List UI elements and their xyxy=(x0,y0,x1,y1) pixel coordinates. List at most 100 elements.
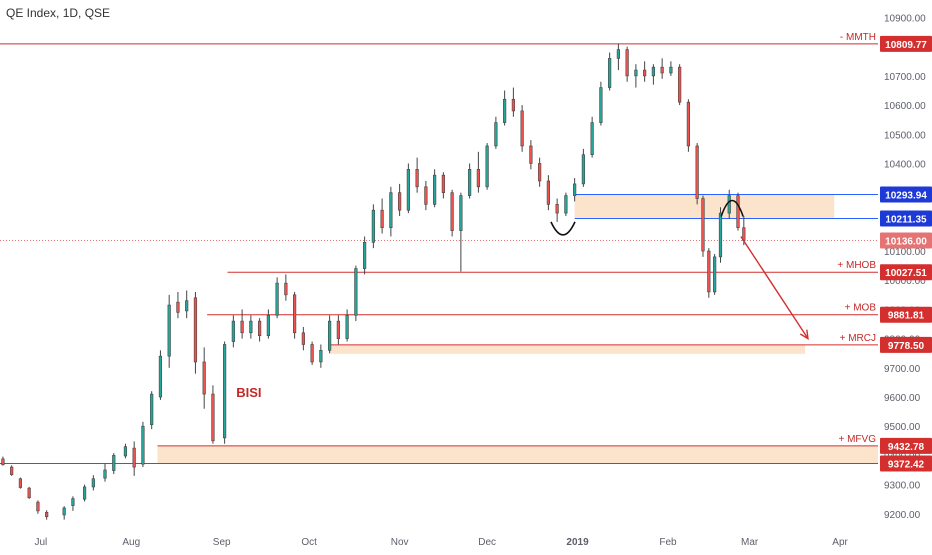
candle-74 xyxy=(669,61,673,76)
candle-body xyxy=(424,186,428,205)
candle-21 xyxy=(202,347,206,409)
candle-body xyxy=(266,314,270,337)
y-tick-12: 10400.00 xyxy=(884,159,926,170)
candle-body xyxy=(389,192,393,228)
x-tick-1: Aug xyxy=(122,537,140,548)
candle-body xyxy=(701,198,705,252)
candle-66 xyxy=(599,81,603,126)
candle-6 xyxy=(62,506,66,520)
candle-body xyxy=(564,195,568,214)
candle-54 xyxy=(494,116,498,149)
candle-79 xyxy=(707,248,711,298)
candle-53 xyxy=(485,143,489,190)
price-tag-current-bg xyxy=(880,232,932,249)
candle-31 xyxy=(293,291,297,339)
candle-61 xyxy=(555,198,559,222)
candle-body xyxy=(18,478,23,488)
candle-body xyxy=(590,122,594,156)
candle-25 xyxy=(240,309,244,339)
candle-76 xyxy=(686,99,690,152)
candle-body xyxy=(328,320,332,351)
price-tag-level-5-label: 9372.42 xyxy=(888,459,925,470)
x-tick-4: Nov xyxy=(391,537,409,548)
candle-body xyxy=(520,110,524,147)
price-tag-level-0-bg xyxy=(880,35,932,52)
candle-51 xyxy=(468,163,472,199)
candle-body xyxy=(459,195,463,231)
candle-13 xyxy=(132,441,136,476)
price-tag-level-1-bg xyxy=(880,264,932,281)
candle-body xyxy=(669,66,673,74)
candle-45 xyxy=(415,157,419,193)
candle-11 xyxy=(112,453,116,475)
candle-body xyxy=(62,507,66,516)
candle-5 xyxy=(45,510,49,520)
candle-body xyxy=(185,300,189,312)
candle-34 xyxy=(319,344,323,368)
candle-33 xyxy=(310,341,314,365)
projection-arrow-head xyxy=(799,329,809,340)
candle-body xyxy=(503,98,507,123)
candle-body xyxy=(141,425,145,465)
candle-body xyxy=(450,192,454,231)
candle-22 xyxy=(211,385,215,444)
y-tick-9: 10100.00 xyxy=(884,247,926,258)
zone-1 xyxy=(329,344,806,354)
price-tag-blue-0: 10293.94 xyxy=(880,186,932,203)
candle-16 xyxy=(158,350,163,400)
candle-body xyxy=(150,393,154,426)
candle-77 xyxy=(695,143,699,205)
candle-82 xyxy=(727,189,731,219)
candle-body xyxy=(103,469,107,479)
candle-body xyxy=(485,145,489,188)
level-note-3: + MRCJ xyxy=(840,333,876,344)
candle-10 xyxy=(103,463,107,482)
candle-body xyxy=(211,393,215,442)
candle-body xyxy=(468,169,472,196)
candle-body xyxy=(707,250,711,293)
candle-body xyxy=(441,174,445,193)
candle-52 xyxy=(476,151,480,193)
y-tick-4: 9600.00 xyxy=(884,393,921,404)
candle-body xyxy=(319,350,323,363)
price-tag-current: 10136.00 xyxy=(880,232,932,249)
x-tick-9: Apr xyxy=(832,537,848,548)
candle-81 xyxy=(718,207,723,263)
candle-28 xyxy=(266,309,270,339)
candle-body xyxy=(1,458,5,466)
y-tick-0: 9200.00 xyxy=(884,510,921,521)
candle-body xyxy=(45,512,49,518)
candle-body xyxy=(293,294,297,334)
candle-body xyxy=(538,163,542,182)
candle-26 xyxy=(249,315,253,339)
level-note-2: + MOB xyxy=(845,303,877,314)
candle-35 xyxy=(328,315,332,354)
candle-43 xyxy=(398,183,402,217)
price-tag-blue-1-bg xyxy=(880,210,932,227)
candle-19 xyxy=(185,290,189,319)
candle-0 xyxy=(1,456,5,466)
candle-body xyxy=(573,183,577,196)
price-tag-level-2-label: 9881.81 xyxy=(888,311,925,322)
candle-83 xyxy=(736,192,740,231)
y-tick-15: 10700.00 xyxy=(884,72,926,83)
candle-body xyxy=(240,320,244,334)
candle-body xyxy=(249,320,253,334)
candle-body xyxy=(415,169,419,188)
candle-body xyxy=(10,466,14,475)
y-tick-8: 10000.00 xyxy=(884,276,926,287)
candle-20 xyxy=(193,291,198,374)
candle-body xyxy=(581,154,585,185)
price-tag-level-2: 9881.81 xyxy=(880,306,932,323)
candle-body xyxy=(301,332,305,345)
candle-17 xyxy=(167,294,171,368)
candle-64 xyxy=(581,148,585,187)
candle-body xyxy=(36,501,40,512)
price-tag-level-0-label: 10809.77 xyxy=(885,40,927,51)
candle-57 xyxy=(520,105,524,152)
price-tag-level-3-bg xyxy=(880,336,932,353)
candle-39 xyxy=(363,236,367,275)
arc-cap xyxy=(720,199,744,217)
